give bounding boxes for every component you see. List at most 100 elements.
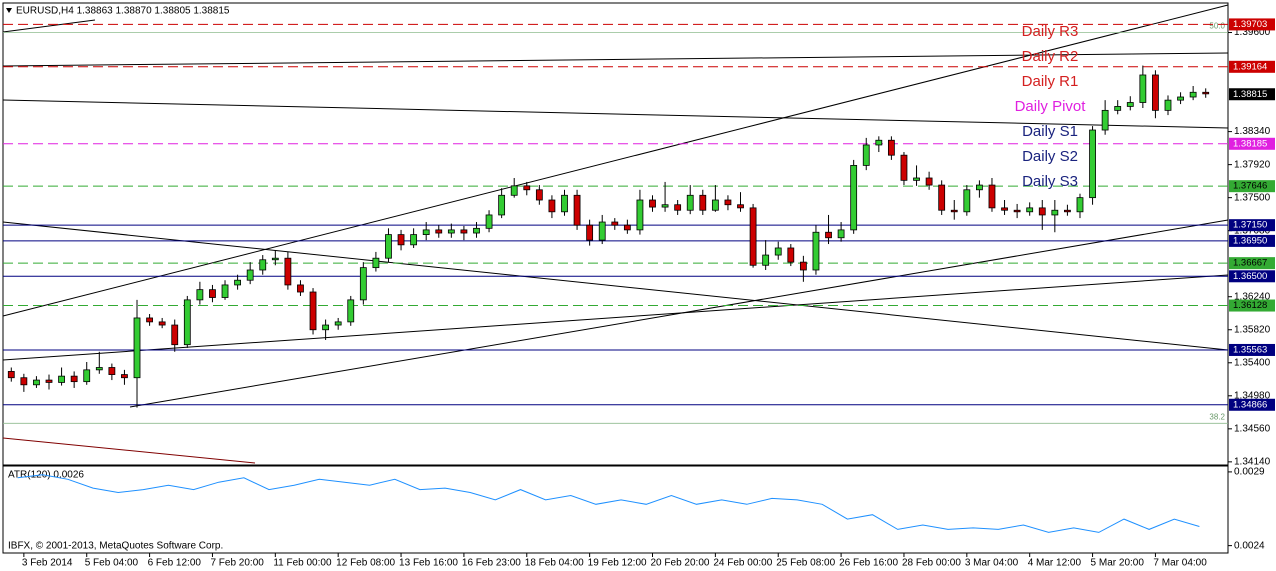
level-label: 1.34866 [1233,399,1267,410]
candle-body [938,184,946,211]
candle-body [510,185,518,196]
candle-body [573,194,581,226]
candle-body [913,177,920,181]
candle-body [70,375,78,383]
candle-body [183,299,191,346]
candle-body [837,229,845,239]
symbol-marker [6,8,12,13]
candle-body [1152,74,1159,111]
candle-body [209,289,216,298]
pivot-label: Daily S3 [1022,173,1078,190]
candle-body [334,321,342,326]
pivot-label: Daily Pivot [1015,98,1087,115]
candle-body [711,199,719,211]
x-tick-label: 16 Feb 23:00 [462,558,521,569]
candle-body [422,229,430,236]
pivot-label: Daily R1 [1022,73,1079,90]
candle-body [825,231,832,239]
candle-body [45,379,53,383]
x-tick-label: 20 Feb 20:00 [651,558,710,569]
trendline [2,4,1229,317]
candle-body [1202,91,1210,95]
level-label-box [1229,299,1275,312]
candle-body [297,284,304,293]
candle-body [523,185,531,191]
candle-body [322,324,330,331]
pivot-label: Daily R3 [1022,23,1079,40]
level-label-box [1229,18,1275,31]
candle-body [1064,209,1071,213]
candle-body [146,317,153,323]
candle-body [737,204,744,209]
level-label: 1.39164 [1233,61,1267,72]
candle-body [1101,109,1109,131]
chart-title: EURUSD,H4 1.38863 1.38870 1.38805 1.3881… [16,6,230,17]
candle-body [862,144,870,166]
candle-body [535,189,543,201]
x-tick-label: 28 Feb 00:00 [902,558,961,569]
candle-body [1038,207,1046,216]
candle-body [799,261,807,271]
candle-body [561,194,568,213]
level-label: 1.37150 [1233,220,1267,231]
candle-body [108,367,116,375]
x-tick-label: 25 Feb 08:00 [776,558,835,569]
x-tick-label: 18 Feb 04:00 [525,558,584,569]
level-label-box [1229,257,1275,270]
level-label: 1.39703 [1233,19,1267,30]
candle-body [196,289,204,301]
candle-body [686,194,694,211]
y-tick-label: 1.39600 [1234,27,1271,38]
trendline [2,52,1229,67]
candle-body [485,214,493,229]
level-label: 1.36128 [1233,300,1267,311]
candle-body [33,379,40,386]
x-tick-label: 7 Feb 20:00 [210,558,264,569]
candle-body [649,199,656,208]
x-tick-label: 6 Feb 12:00 [148,558,202,569]
candle-body [171,324,179,346]
x-tick-label: 3 Feb 2014 [22,558,73,569]
y-tick-label: 0.0029 [1234,467,1265,478]
candle-body [812,231,820,271]
candle-body [1001,207,1008,211]
candle-body [875,139,883,146]
level-label-box [1229,180,1275,193]
candle-body [950,209,958,213]
level-label: 1.36500 [1233,271,1267,282]
candle-body [121,374,128,379]
candle-body [372,257,380,269]
candle-body [1114,106,1122,111]
candle-body [359,267,367,301]
candle-body [586,224,594,241]
fib-label: 38.2 [1209,412,1225,421]
candle-body [221,284,229,298]
candle-body [988,184,996,209]
candle-body [83,369,91,383]
trendlines [2,4,1229,464]
y-tick-label: 1.37500 [1234,192,1271,203]
candle-body [787,247,795,263]
candle-body [95,367,103,371]
candle-body [133,317,141,379]
x-tick-label: 5 Feb 04:00 [85,558,139,569]
candle-body [259,259,267,271]
candle-body [850,165,858,231]
candle-body [661,204,669,208]
candle-body [674,204,682,211]
pivot-label: Daily S1 [1022,123,1078,140]
level-label-box [1229,137,1275,150]
candle-body [271,257,279,261]
candle-body [410,234,418,246]
y-tick-label: 1.35400 [1234,357,1271,368]
y-tick-label: 1.34560 [1234,423,1271,434]
source-note: IBFX, © 2001-2013, MetaQuotes Software C… [8,541,223,552]
y-tick-label: 1.35820 [1234,324,1271,335]
level-label: 1.35563 [1233,344,1267,355]
pivot-label: Daily S2 [1022,148,1078,165]
candle-body [1164,99,1172,111]
candle-body [548,199,556,213]
level-label-box [1229,398,1275,411]
